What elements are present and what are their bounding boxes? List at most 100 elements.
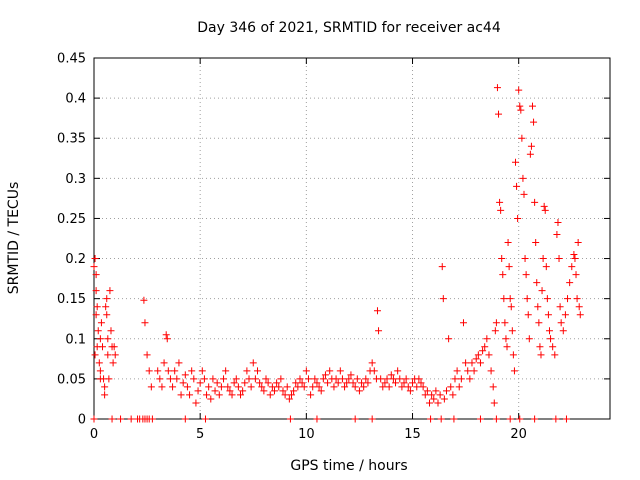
data-point-marker bbox=[226, 387, 234, 395]
data-point-marker bbox=[573, 295, 581, 303]
data-point-marker bbox=[147, 383, 155, 391]
data-point-marker bbox=[311, 375, 319, 383]
data-point-marker bbox=[92, 271, 100, 279]
data-point-marker bbox=[524, 311, 532, 319]
data-point-marker bbox=[455, 383, 463, 391]
data-point-marker bbox=[570, 251, 578, 259]
data-point-marker bbox=[385, 383, 393, 391]
data-point-marker bbox=[162, 331, 170, 339]
data-point-marker bbox=[194, 387, 202, 395]
y-tick-label: 0.35 bbox=[57, 132, 86, 147]
data-point-marker bbox=[513, 182, 521, 190]
data-point-marker bbox=[188, 367, 196, 375]
data-point-marker bbox=[245, 375, 253, 383]
data-point-marker bbox=[102, 303, 110, 311]
data-point-marker bbox=[437, 415, 445, 423]
data-point-marker bbox=[468, 359, 476, 367]
data-point-marker bbox=[256, 379, 264, 387]
data-point-marker bbox=[260, 387, 268, 395]
data-point-marker bbox=[476, 359, 484, 367]
y-tick-label: 0.45 bbox=[57, 52, 86, 67]
data-point-marker bbox=[190, 375, 198, 383]
data-point-marker bbox=[537, 351, 545, 359]
data-point-marker bbox=[241, 379, 249, 387]
data-point-marker bbox=[183, 383, 191, 391]
data-point-marker bbox=[330, 383, 338, 391]
data-point-marker bbox=[211, 387, 219, 395]
data-point-marker bbox=[428, 391, 436, 399]
data-point-marker bbox=[383, 375, 391, 383]
data-point-marker bbox=[351, 383, 359, 391]
data-point-marker bbox=[277, 375, 285, 383]
data-point-marker bbox=[145, 367, 153, 375]
data-point-marker bbox=[239, 387, 247, 395]
data-point-marker bbox=[571, 255, 579, 263]
data-point-marker bbox=[237, 391, 245, 399]
data-point-marker bbox=[332, 375, 340, 383]
data-point-marker bbox=[285, 395, 293, 403]
data-point-marker bbox=[535, 319, 543, 327]
data-point-marker bbox=[326, 367, 334, 375]
data-point-marker bbox=[117, 415, 125, 423]
data-point-marker bbox=[493, 84, 501, 92]
data-point-marker bbox=[575, 303, 583, 311]
data-point-marker bbox=[413, 383, 421, 391]
data-point-marker bbox=[483, 335, 491, 343]
x-tick-label: 20 bbox=[510, 427, 527, 442]
data-point-marker bbox=[545, 327, 553, 335]
data-point-marker bbox=[506, 295, 514, 303]
data-point-marker bbox=[516, 102, 524, 110]
data-point-marker bbox=[498, 255, 506, 263]
data-point-marker bbox=[209, 375, 217, 383]
chart-title: Day 346 of 2021, SRMTID for receiver ac4… bbox=[197, 20, 501, 36]
data-point-marker bbox=[93, 303, 101, 311]
data-point-marker bbox=[568, 263, 576, 271]
plot-frame bbox=[93, 57, 611, 420]
data-point-marker bbox=[419, 383, 427, 391]
data-point-marker bbox=[324, 379, 332, 387]
data-point-marker bbox=[215, 391, 223, 399]
data-point-marker bbox=[334, 379, 342, 387]
data-point-marker bbox=[302, 367, 310, 375]
data-point-marker bbox=[502, 335, 510, 343]
data-point-marker bbox=[521, 255, 529, 263]
data-point-marker bbox=[466, 375, 474, 383]
data-point-marker bbox=[201, 415, 209, 423]
data-point-marker bbox=[539, 255, 547, 263]
data-point-marker bbox=[103, 311, 111, 319]
data-point-marker bbox=[355, 387, 363, 395]
data-point-marker bbox=[287, 391, 295, 399]
data-point-marker bbox=[345, 375, 353, 383]
data-point-marker bbox=[544, 311, 552, 319]
data-point-marker bbox=[572, 271, 580, 279]
data-point-marker bbox=[574, 239, 582, 247]
grid-lines bbox=[94, 58, 610, 419]
data-point-marker bbox=[249, 359, 257, 367]
x-tick-label: 0 bbox=[90, 427, 98, 442]
data-point-marker bbox=[243, 367, 251, 375]
data-point-marker bbox=[91, 351, 99, 359]
data-point-marker bbox=[396, 375, 404, 383]
x-axis-label: GPS time / hours bbox=[290, 458, 407, 474]
data-point-marker bbox=[421, 391, 429, 399]
data-point-marker bbox=[423, 387, 431, 395]
data-point-marker bbox=[108, 415, 116, 423]
data-point-marker bbox=[394, 367, 402, 375]
data-point-marker bbox=[415, 375, 423, 383]
data-point-marker bbox=[296, 375, 304, 383]
data-point-marker bbox=[379, 383, 387, 391]
y-tick-label: 0.05 bbox=[57, 372, 86, 387]
data-point-marker bbox=[427, 415, 435, 423]
data-point-marker bbox=[298, 379, 306, 387]
data-point-marker bbox=[398, 383, 406, 391]
data-point-marker bbox=[516, 415, 524, 423]
data-point-marker bbox=[319, 375, 327, 383]
data-point-marker bbox=[491, 327, 499, 335]
data-point-marker bbox=[528, 102, 536, 110]
y-tick-label: 0.25 bbox=[57, 212, 86, 227]
data-point-marker bbox=[140, 296, 148, 304]
data-point-marker bbox=[470, 367, 478, 375]
data-point-marker bbox=[481, 343, 489, 351]
data-point-marker bbox=[445, 335, 453, 343]
